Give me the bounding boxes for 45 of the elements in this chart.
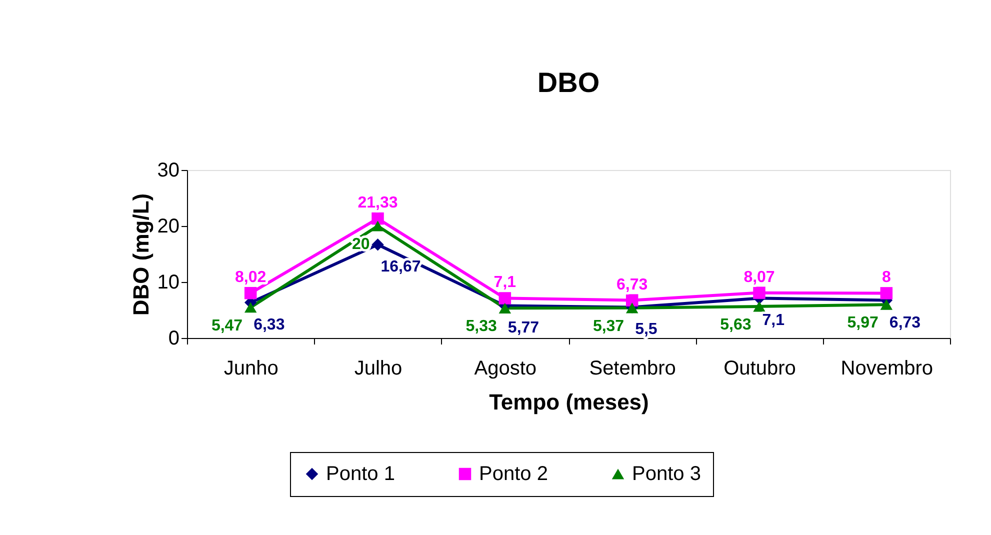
y-tick-label: 0	[168, 328, 180, 350]
data-label: 5,63	[720, 316, 752, 334]
point	[244, 286, 257, 300]
data-label: 5,5	[635, 321, 658, 338]
point	[753, 286, 766, 299]
point	[372, 220, 384, 232]
point	[498, 292, 512, 304]
legend-label: Ponto 2	[479, 463, 548, 485]
data-label: 7,1	[762, 312, 785, 330]
data-label: 5,77	[508, 320, 540, 337]
point	[626, 294, 638, 306]
y-tick-label: 20	[157, 216, 180, 238]
legend-label: Ponto 3	[632, 463, 701, 485]
point	[498, 302, 512, 314]
point	[753, 301, 766, 312]
data-label: 8,02	[235, 269, 266, 286]
point	[372, 238, 384, 251]
data-label: 8	[882, 269, 891, 286]
y-tick-label: 30	[157, 160, 180, 182]
x-tick-label: Junho	[224, 358, 278, 380]
x-tick-label: Outubro	[724, 358, 796, 380]
point	[880, 299, 893, 310]
x-tick-label: Novembro	[840, 358, 934, 380]
data-label: 8,07	[744, 268, 775, 286]
data-label: 21,33	[358, 194, 398, 212]
data-label: 7,1	[494, 274, 516, 292]
point	[372, 212, 384, 225]
x-tick-label: Setembro	[589, 358, 676, 380]
chart-title: DBO	[537, 67, 600, 98]
data-label: 6,33	[254, 316, 285, 334]
data-label: 16,67	[380, 258, 421, 276]
data-label: 5,33	[466, 318, 498, 336]
data-label: 6,73	[889, 314, 921, 332]
x-axis-title: Tempo (meses)	[489, 390, 649, 414]
x-tick-label: Agosto	[474, 358, 537, 380]
data-label: 5,47	[211, 317, 243, 334]
y-axis-title: DBO (mg/L)	[128, 193, 154, 316]
point	[244, 302, 257, 313]
data-label: 5,97	[847, 314, 879, 332]
x-tick-label: Julho	[354, 358, 402, 380]
data-label: 6,73	[616, 276, 648, 294]
data-label: 5,37	[592, 318, 624, 335]
y-tick-label: 10	[157, 272, 180, 294]
point	[880, 287, 893, 300]
legend-label: Ponto 1	[326, 463, 395, 485]
